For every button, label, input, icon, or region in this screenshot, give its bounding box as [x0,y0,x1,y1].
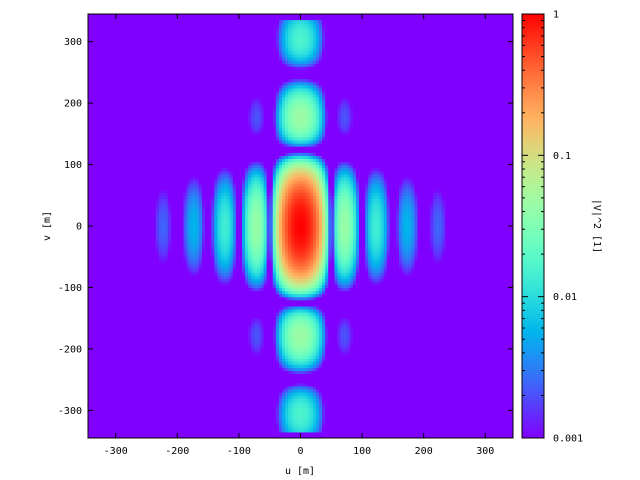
heatmap-cells [94,20,507,432]
chart-root: -300 -200 -100 0 100 200 300 -300-200-10001002… [0,0,640,480]
heatmap-layer [88,14,513,438]
